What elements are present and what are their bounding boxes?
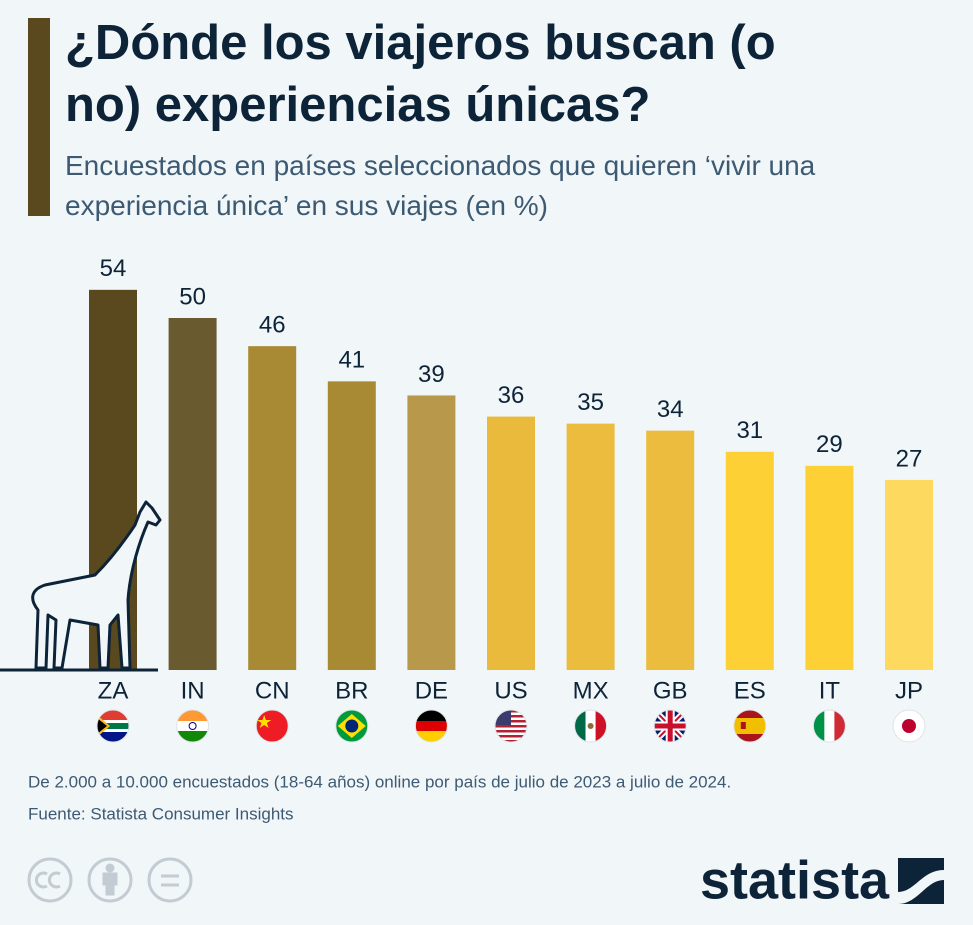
flag-art (97, 710, 129, 742)
value-label: 34 (657, 396, 684, 423)
bar (725, 451, 774, 670)
flag-border (414, 709, 448, 743)
x-tick-label: JP (895, 677, 923, 704)
x-tick-label: ES (734, 677, 766, 704)
x-tick-label: IN (181, 677, 205, 704)
accent-bar (28, 18, 50, 216)
x-tick-label: CN (255, 677, 290, 704)
flag-border (494, 709, 528, 743)
value-label: 46 (259, 312, 286, 339)
x-tick-label: GB (653, 677, 688, 704)
flag (812, 709, 846, 743)
value-label: 54 (100, 255, 127, 282)
flag (733, 709, 767, 743)
x-tick-label: US (494, 677, 527, 704)
flag-art (813, 710, 846, 742)
note: De 2.000 a 10.000 encuestados (18-64 año… (28, 772, 731, 791)
bar (407, 395, 456, 670)
chart-title: ¿Dónde los viajeros buscan (o no) experi… (65, 16, 776, 132)
flag-border (653, 709, 687, 743)
flags (96, 709, 926, 743)
value-label: 31 (736, 417, 763, 444)
flag-art (893, 710, 925, 742)
bar (566, 423, 615, 670)
flag (494, 709, 528, 743)
bars: 54 ZA 50 IN 46 CN 41 BR 39 DE 36 US 35 MX 34 GB 31 ES 29 IT… (89, 255, 933, 704)
giraffe-illustration (31, 500, 162, 670)
x-tick-label: MX (573, 677, 609, 704)
flag-border (574, 709, 608, 743)
chart-subtitle: Encuestados en países seleccionados que … (65, 150, 816, 221)
flag (335, 709, 369, 743)
flag (574, 709, 608, 743)
value-label: 35 (577, 389, 604, 416)
flag-border (96, 709, 130, 743)
value-label: 50 (179, 283, 206, 310)
flag-border (733, 709, 767, 743)
x-tick-label: IT (819, 677, 841, 704)
flag (96, 709, 130, 743)
flag-art (654, 710, 687, 742)
bar (168, 318, 217, 670)
bar (327, 381, 376, 670)
flag-art (256, 710, 289, 742)
value-label: 39 (418, 361, 445, 388)
flag-art (574, 710, 607, 742)
flag-art (415, 710, 448, 742)
bar (885, 479, 933, 670)
source: Fuente: Statista Consumer Insights (28, 804, 294, 823)
bar (248, 346, 297, 670)
flag-art (733, 710, 766, 742)
bar (805, 465, 854, 670)
flag (892, 709, 926, 743)
flag (176, 709, 210, 743)
flag-art (335, 710, 368, 742)
flag-art (495, 710, 527, 742)
x-tick-label: ZA (98, 677, 129, 704)
value-label: 29 (816, 431, 843, 458)
flag (414, 709, 448, 743)
value-label: 41 (338, 347, 365, 374)
flag (653, 709, 687, 743)
bar (646, 430, 695, 670)
bar (487, 416, 535, 670)
brand-icon (898, 858, 944, 904)
flag-border (892, 709, 926, 743)
brand-logo: statista (700, 850, 890, 910)
flag-border (255, 709, 289, 743)
flag-art (176, 710, 209, 742)
value-label: 27 (896, 445, 923, 472)
x-tick-label: BR (335, 677, 368, 704)
value-label: 36 (498, 382, 525, 409)
flag-border (335, 709, 369, 743)
flag-border (176, 709, 210, 743)
flag-border (812, 709, 846, 743)
license-icons (27, 857, 193, 903)
x-tick-label: DE (415, 677, 448, 704)
flag (255, 709, 289, 743)
